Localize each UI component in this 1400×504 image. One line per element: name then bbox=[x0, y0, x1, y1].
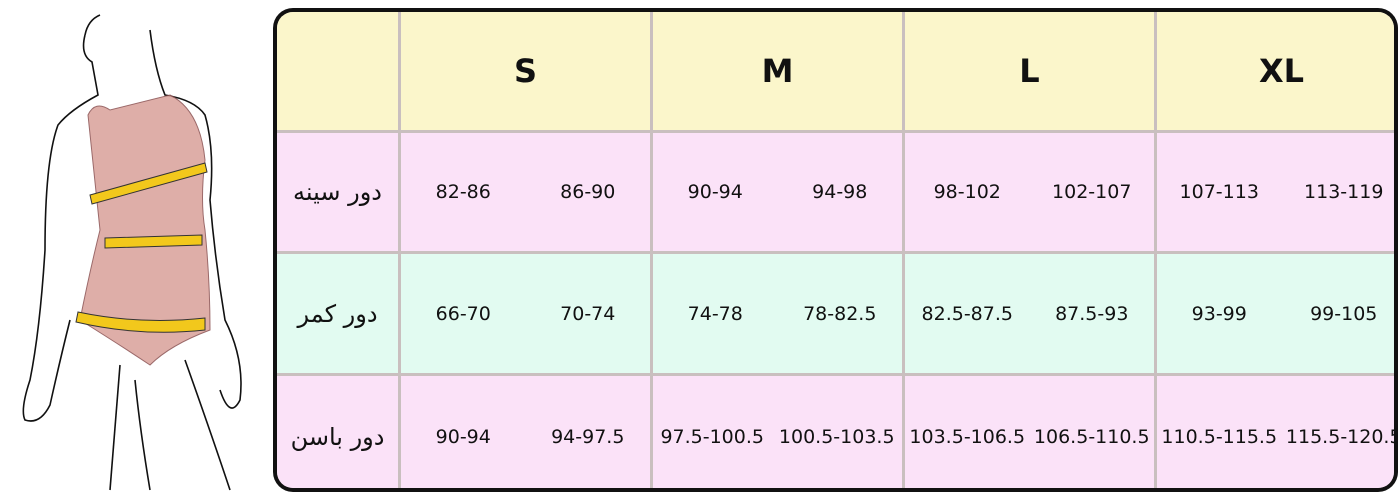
table-cell: 82-86 86-90 bbox=[401, 133, 650, 251]
body-silhouette bbox=[79, 94, 211, 366]
cell-value: 94-98 bbox=[812, 181, 868, 203]
table-cell: 107-113 113-119 bbox=[1157, 133, 1394, 251]
table-cell: 93-99 99-105 bbox=[1157, 254, 1394, 373]
cell-value: 82-86 bbox=[435, 181, 491, 203]
table-cell: 97.5-100.5 100.5-103.5 bbox=[653, 376, 902, 488]
row-label-bust: دور سینه bbox=[277, 133, 398, 251]
table-cell: 82.5-87.5 87.5-93 bbox=[905, 254, 1154, 373]
cell-value: 106.5-110.5 bbox=[1033, 425, 1150, 448]
table-cell: 90-94 94-97.5 bbox=[401, 376, 650, 488]
size-chart-table: S M L XL دور سینه 82-86 86-90 90-94 94-98 … bbox=[273, 8, 1398, 492]
cell-value: 87.5-93 bbox=[1055, 302, 1129, 325]
table-cell: 98-102 102-107 bbox=[905, 133, 1154, 251]
table-cell: 66-70 70-74 bbox=[401, 254, 650, 373]
cell-value: 113-119 bbox=[1304, 181, 1384, 203]
cell-value: 90-94 bbox=[435, 425, 491, 448]
cell-value: 110.5-115.5 bbox=[1161, 425, 1278, 448]
cell-value: 102-107 bbox=[1052, 181, 1132, 203]
body-measurement-illustration bbox=[0, 0, 270, 500]
cell-value: 107-113 bbox=[1179, 181, 1259, 203]
table-cell: 103.5-106.5 106.5-110.5 bbox=[905, 376, 1154, 488]
table-cell: 110.5-115.5 115.5-120.5 bbox=[1157, 376, 1394, 488]
row-label-hip: دور باسن bbox=[277, 376, 398, 488]
cell-value: 94-97.5 bbox=[551, 425, 625, 448]
size-header-s: S bbox=[401, 12, 650, 130]
cell-value: 100.5-103.5 bbox=[778, 425, 895, 448]
cell-value: 103.5-106.5 bbox=[909, 425, 1026, 448]
cell-value: 78-82.5 bbox=[803, 302, 877, 325]
cell-value: 99-105 bbox=[1310, 302, 1378, 325]
cell-value: 97.5-100.5 bbox=[660, 425, 764, 448]
row-label-waist: دور کمر bbox=[277, 254, 398, 373]
tape-measure-icon bbox=[75, 162, 208, 333]
size-header-xl: XL bbox=[1157, 12, 1394, 130]
table-cell: 90-94 94-98 bbox=[653, 133, 902, 251]
cell-value: 66-70 bbox=[435, 302, 491, 325]
cell-value: 90-94 bbox=[687, 181, 743, 203]
size-header-m: M bbox=[653, 12, 902, 130]
cell-value: 93-99 bbox=[1191, 302, 1247, 325]
size-header-l: L bbox=[905, 12, 1154, 130]
cell-value: 115.5-120.5 bbox=[1285, 425, 1394, 448]
cell-value: 82.5-87.5 bbox=[921, 302, 1013, 325]
table-cell: 74-78 78-82.5 bbox=[653, 254, 902, 373]
cell-value: 86-90 bbox=[560, 181, 616, 203]
cell-value: 98-102 bbox=[933, 181, 1001, 203]
cell-value: 74-78 bbox=[687, 302, 743, 325]
cell-value: 70-74 bbox=[560, 302, 616, 325]
corner-cell bbox=[277, 12, 398, 130]
